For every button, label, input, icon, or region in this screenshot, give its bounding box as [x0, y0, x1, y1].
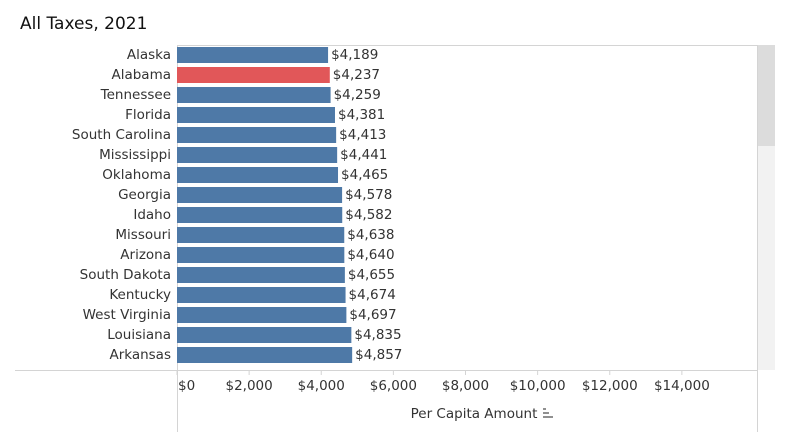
bar [177, 227, 345, 243]
x-tick-label: $14,000 [654, 378, 710, 394]
bar [177, 347, 353, 363]
x-tick-label: $2,000 [226, 378, 273, 394]
bar [177, 107, 335, 123]
y-tick-label: Florida [125, 107, 171, 123]
y-tick-label: Idaho [133, 207, 171, 223]
y-tick-label: Arkansas [109, 347, 171, 363]
bar [177, 147, 338, 163]
bar [177, 247, 345, 263]
plot-area: Alaska $4,189 Alabama $4,237 Tennessee $4,259… [72, 47, 402, 363]
bar [177, 167, 339, 183]
y-tick-label: South Carolina [72, 127, 171, 143]
value-label: $4,640 [347, 247, 394, 263]
y-tick-label: Alaska [127, 47, 171, 63]
value-label: $4,578 [345, 187, 392, 203]
value-label: $4,237 [333, 67, 380, 83]
value-label: $4,638 [347, 227, 394, 243]
bar [177, 307, 347, 323]
x-tick-label: $8,000 [442, 378, 489, 394]
y-tick-label: Georgia [118, 187, 171, 203]
x-tick-label: $0 [178, 378, 195, 394]
bar [177, 47, 329, 63]
value-label: $4,381 [338, 107, 385, 123]
bar [177, 287, 346, 303]
value-label: $4,857 [355, 347, 402, 363]
y-tick-label: West Virginia [83, 307, 171, 323]
value-label: $4,413 [339, 127, 386, 143]
x-tick-label: $10,000 [510, 378, 566, 394]
scrollbar-thumb[interactable] [758, 45, 775, 146]
bar [177, 87, 331, 103]
sort-icon[interactable] [543, 408, 553, 418]
value-label: $4,655 [348, 267, 395, 283]
bar [177, 207, 343, 223]
value-label: $4,697 [349, 307, 396, 323]
y-tick-label: Kentucky [109, 287, 171, 303]
value-label: $4,259 [334, 87, 381, 103]
bar [177, 187, 343, 203]
x-tick-label: $6,000 [370, 378, 417, 394]
x-tick-label: $4,000 [298, 378, 345, 394]
value-label: $4,835 [354, 327, 401, 343]
y-tick-label: Arizona [120, 247, 171, 263]
value-label: $4,189 [331, 47, 378, 63]
value-label: $4,674 [349, 287, 396, 303]
y-tick-label: South Dakota [80, 267, 171, 283]
chart-title: All Taxes, 2021 [20, 14, 147, 34]
value-label: $4,465 [341, 167, 388, 183]
bar [177, 127, 337, 143]
value-label: $4,582 [345, 207, 392, 223]
y-tick-label: Alabama [111, 67, 171, 83]
y-tick-label: Tennessee [100, 87, 171, 103]
value-label: $4,441 [340, 147, 387, 163]
y-tick-label: Missouri [115, 227, 171, 243]
y-tick-label: Louisiana [107, 327, 171, 343]
x-tick-label: $12,000 [582, 378, 638, 394]
bar [177, 67, 330, 83]
bar [177, 267, 345, 283]
bar [177, 327, 352, 343]
y-tick-label: Mississippi [99, 147, 171, 163]
y-tick-label: Oklahoma [102, 167, 171, 183]
x-axis-title: Per Capita Amount [411, 406, 538, 422]
